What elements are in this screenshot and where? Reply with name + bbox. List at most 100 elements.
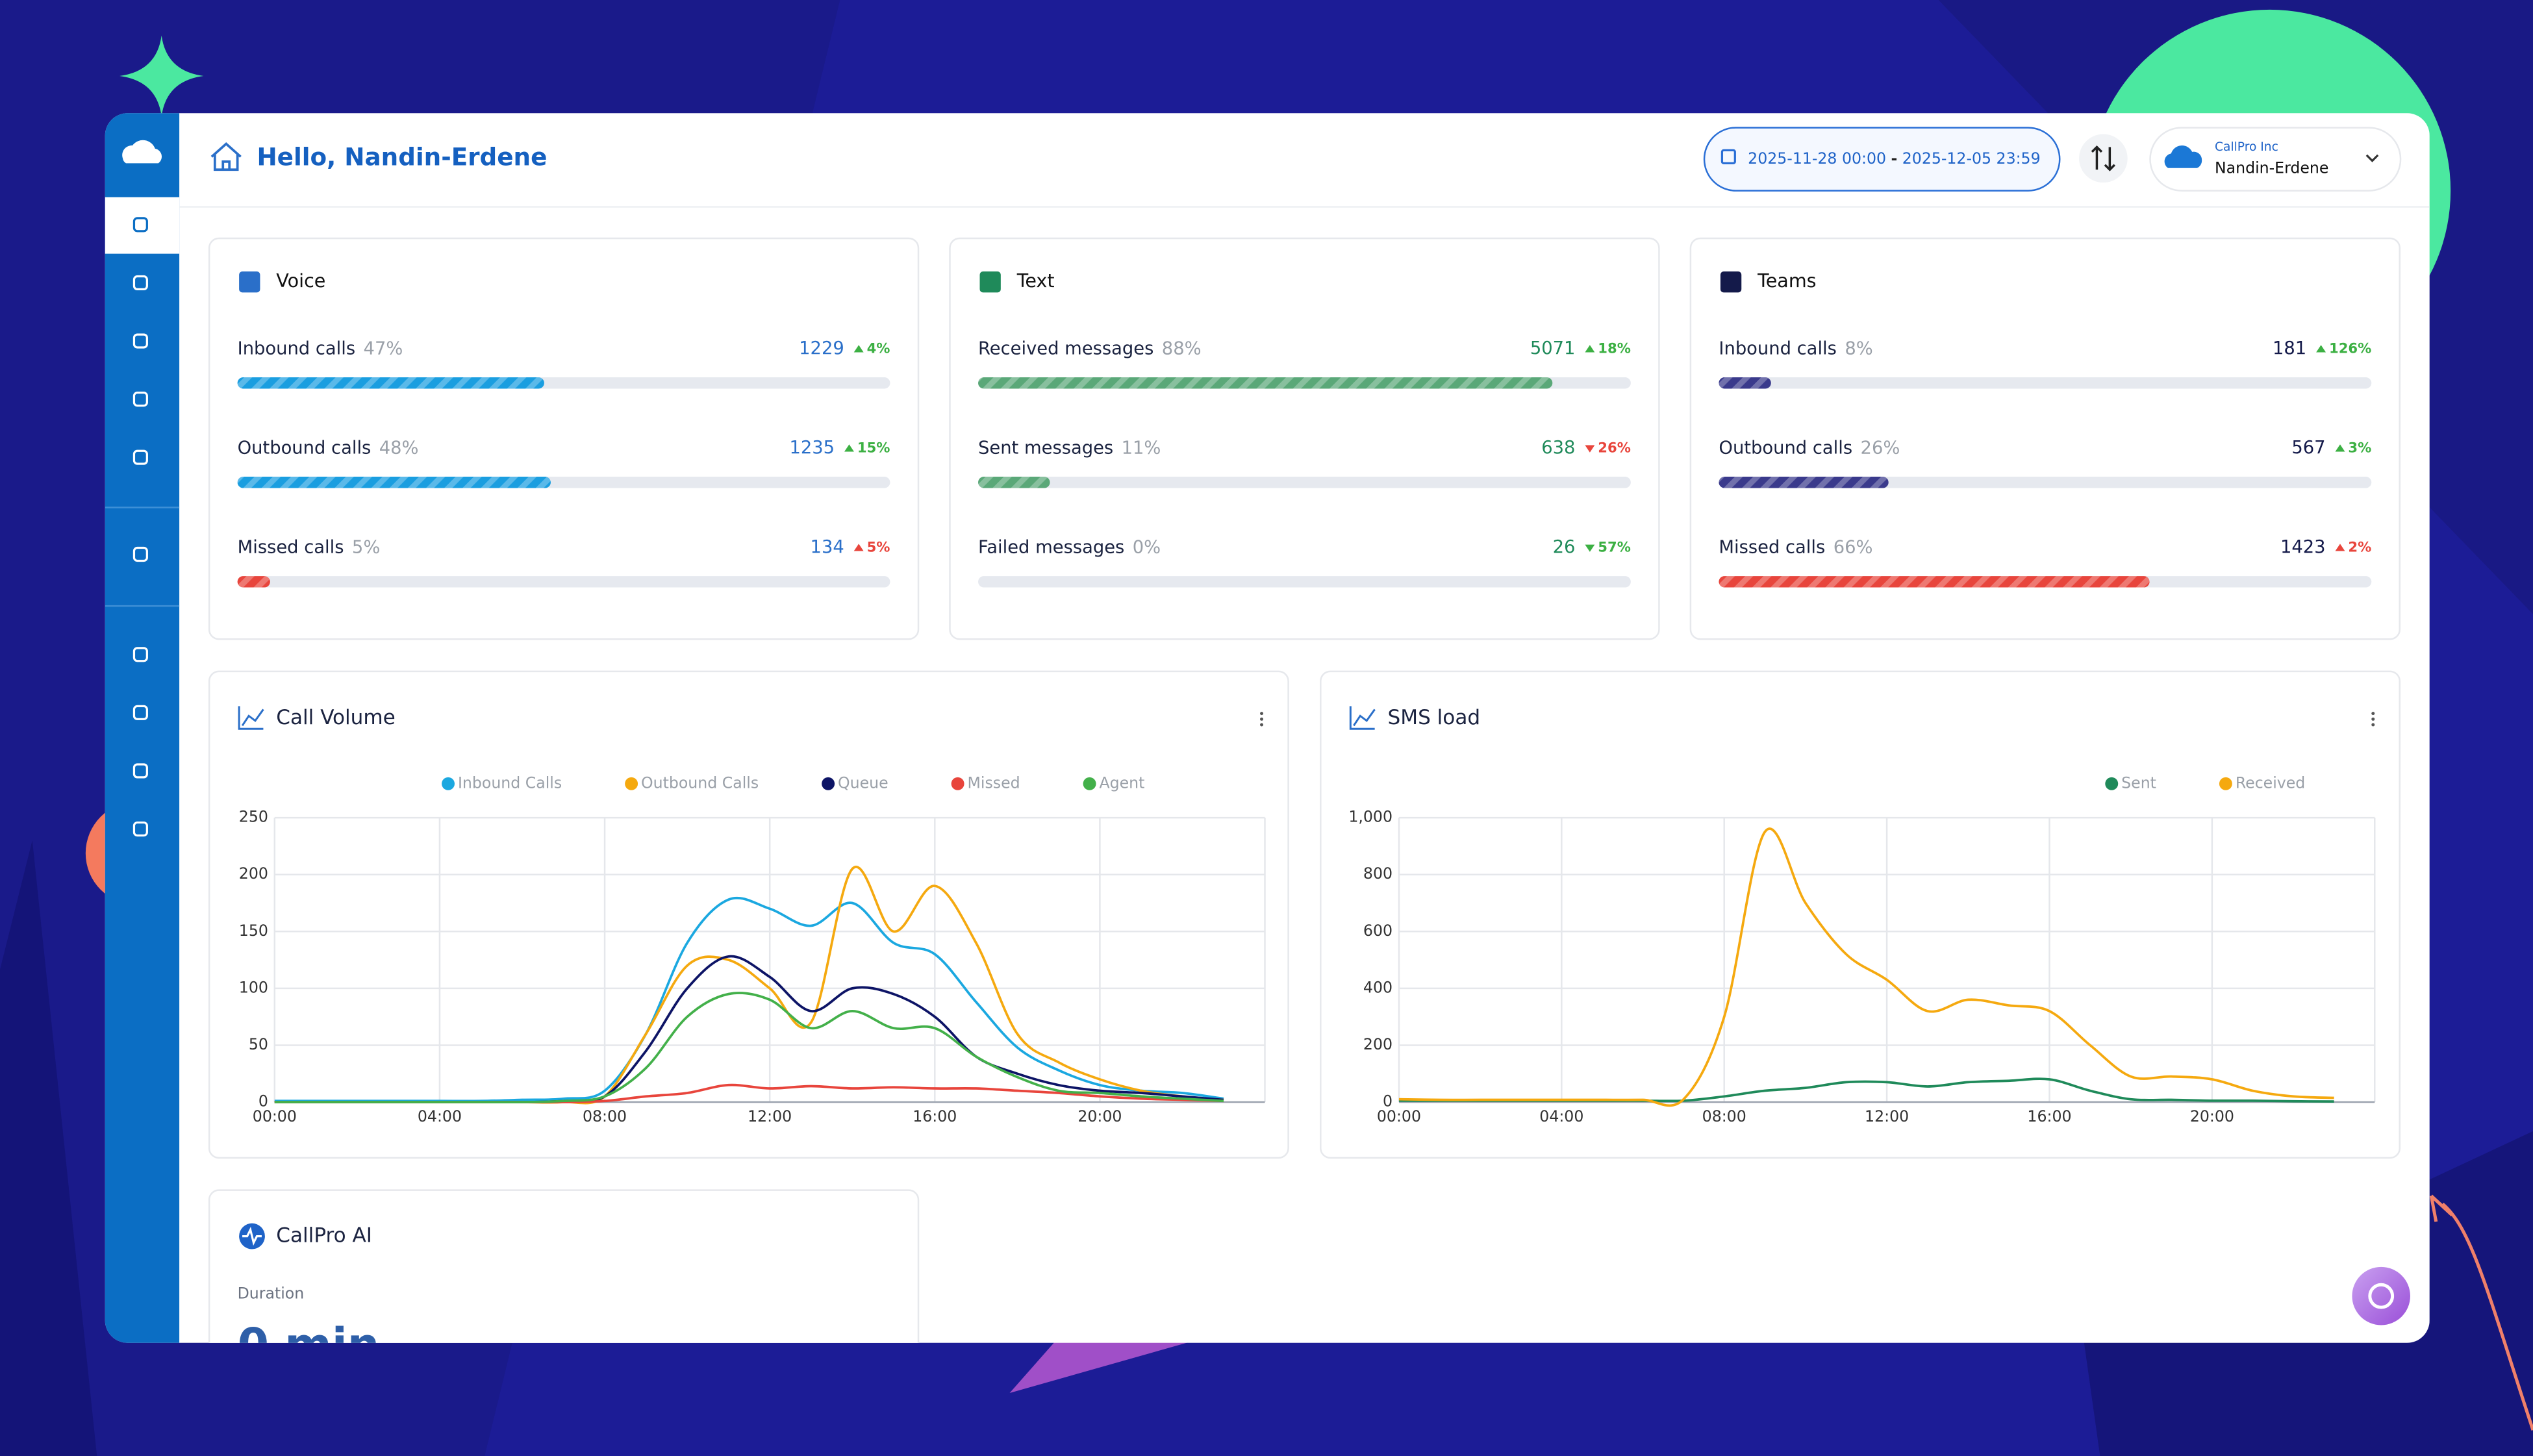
sidebar-icon[interactable] — [132, 763, 148, 779]
calendar-icon — [1720, 149, 1736, 164]
sort-button[interactable] — [2079, 134, 2128, 183]
sidebar-icon[interactable] — [132, 392, 148, 407]
y-tick-label: 1,000 — [1348, 808, 1393, 826]
chart-card — [208, 670, 1289, 1159]
sidebar-icon[interactable] — [132, 705, 148, 720]
menu-dot[interactable] — [1260, 712, 1264, 716]
trend-arrow — [1585, 345, 1595, 353]
legend-label: Outbound Calls — [641, 773, 759, 792]
ai-metric-label: Duration — [238, 1285, 305, 1303]
date-range: 2025-11-28 00:00-2025-12-05 23:59 — [1748, 149, 2040, 168]
ai-metric-value: 0 min — [238, 1318, 380, 1371]
sidebar-icon[interactable] — [132, 821, 148, 837]
metric-percent: 0% — [1133, 537, 1161, 557]
card-icon — [979, 271, 1001, 293]
trend-arrow — [1585, 445, 1595, 453]
progress-bar — [978, 377, 1553, 389]
stat-card — [949, 237, 1660, 640]
y-tick-label: 250 — [239, 808, 268, 826]
metric-row: Sent messages 11% — [978, 438, 1161, 458]
trend-arrow — [844, 444, 854, 452]
x-tick-label: 08:00 — [1702, 1107, 1746, 1125]
y-tick-label: 150 — [239, 922, 268, 940]
metric-change: 4% — [867, 340, 890, 356]
legend-item[interactable]: Queue — [822, 773, 888, 792]
x-tick-label: 04:00 — [418, 1107, 462, 1125]
progress-bar — [237, 576, 270, 588]
x-tick-label: 04:00 — [1539, 1107, 1583, 1125]
trend-arrow — [1585, 544, 1595, 552]
metric-change: 126% — [2329, 340, 2371, 356]
series-line — [1398, 827, 2334, 1107]
legend-item[interactable]: Received — [2219, 773, 2305, 792]
metric-value: 5071 — [1530, 338, 1576, 358]
legend-item[interactable]: Inbound Calls — [442, 773, 562, 792]
y-tick-label: 200 — [1363, 1035, 1393, 1053]
metric-percent: 47% — [364, 338, 403, 358]
chart-icon — [1349, 706, 1376, 730]
x-tick-label: 12:00 — [748, 1107, 792, 1125]
metric-value: 1423 — [2280, 537, 2326, 557]
metric-label: Missed calls — [238, 537, 344, 557]
menu-dot[interactable] — [2371, 717, 2375, 721]
trend-arrow — [2316, 345, 2326, 353]
user-name: Nandin-Erdene — [2215, 159, 2328, 177]
bg-triangle — [1009, 1338, 1203, 1393]
metric-value: 26 — [1553, 537, 1576, 557]
sidebar-icon[interactable] — [132, 275, 148, 291]
legend-label: Received — [2236, 773, 2305, 792]
progress-bar — [1719, 576, 2150, 588]
progress-track — [1719, 377, 2372, 389]
date-to: 2025-12-05 23:59 — [1902, 149, 2041, 168]
account-menu[interactable] — [2149, 127, 2402, 192]
metric-label: Received messages — [978, 338, 1153, 358]
metric-value: 1235 — [789, 438, 835, 458]
menu-dot[interactable] — [1260, 723, 1264, 727]
legend-item[interactable]: Sent — [2105, 773, 2156, 792]
legend-label: Agent — [1099, 773, 1144, 792]
sparkle — [120, 35, 204, 117]
menu-dot[interactable] — [2371, 723, 2375, 727]
y-tick-label: 0 — [258, 1092, 268, 1111]
progress-bar — [237, 477, 551, 488]
metric-change: 2% — [2348, 539, 2371, 555]
sidebar-icon[interactable] — [132, 449, 148, 465]
legend-item[interactable]: Agent — [1083, 773, 1145, 792]
metric-row: Received messages 88% — [978, 338, 1202, 358]
company-name: CallPro Inc — [2215, 140, 2278, 154]
y-tick-label: 400 — [1363, 978, 1393, 996]
legend-item[interactable]: Outbound Calls — [625, 773, 759, 792]
metric-percent: 8% — [1845, 338, 1872, 358]
series-line — [274, 992, 1224, 1104]
sidebar-icon[interactable] — [132, 217, 148, 232]
menu-dot[interactable] — [2371, 712, 2375, 716]
metric-change: 5% — [867, 539, 890, 555]
chat-button[interactable] — [2352, 1266, 2410, 1325]
y-tick-label: 800 — [1363, 864, 1393, 883]
sidebar-icon[interactable] — [132, 647, 148, 662]
company-logo — [2164, 145, 2202, 168]
metric-row: Inbound calls 47% — [238, 338, 403, 358]
progress-bar — [1719, 477, 1889, 488]
x-tick-label: 20:00 — [2190, 1107, 2234, 1125]
metric-percent: 66% — [1834, 537, 1873, 557]
metric-change: 18% — [1598, 340, 1631, 356]
menu-dot[interactable] — [1260, 717, 1264, 721]
legend-dot — [625, 777, 638, 790]
legend-label: Sent — [2121, 773, 2156, 792]
sidebar-icon[interactable] — [132, 333, 148, 349]
metric-value: 134 — [811, 537, 844, 557]
stat-card — [1689, 237, 2401, 640]
ai-title: CallPro AI — [276, 1224, 372, 1248]
legend-label: Missed — [968, 773, 1020, 792]
legend-dot — [442, 777, 455, 790]
legend-item[interactable]: Missed — [951, 773, 1020, 792]
date-range-picker[interactable] — [1703, 127, 2061, 192]
metric-value: 567 — [2291, 438, 2325, 458]
metric-change: 26% — [1598, 440, 1631, 456]
sidebar-icon[interactable] — [132, 546, 148, 562]
trend-arrow — [853, 345, 864, 353]
sidebar-active[interactable] — [105, 197, 180, 254]
